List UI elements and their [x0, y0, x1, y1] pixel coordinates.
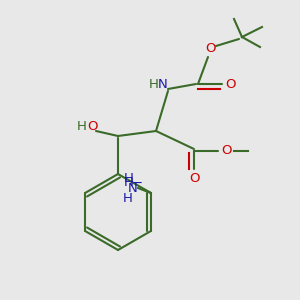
- Text: H: H: [124, 176, 134, 190]
- Text: O: O: [88, 121, 98, 134]
- Text: O: O: [205, 43, 215, 56]
- Text: H: H: [124, 172, 134, 184]
- Text: −: −: [131, 176, 142, 190]
- Text: O: O: [221, 145, 231, 158]
- Text: N: N: [158, 77, 168, 91]
- Text: O: O: [225, 77, 235, 91]
- Text: N: N: [128, 182, 138, 194]
- Text: H: H: [123, 191, 133, 205]
- Text: H: H: [77, 121, 87, 134]
- Text: O: O: [189, 172, 199, 185]
- Text: H: H: [149, 77, 159, 91]
